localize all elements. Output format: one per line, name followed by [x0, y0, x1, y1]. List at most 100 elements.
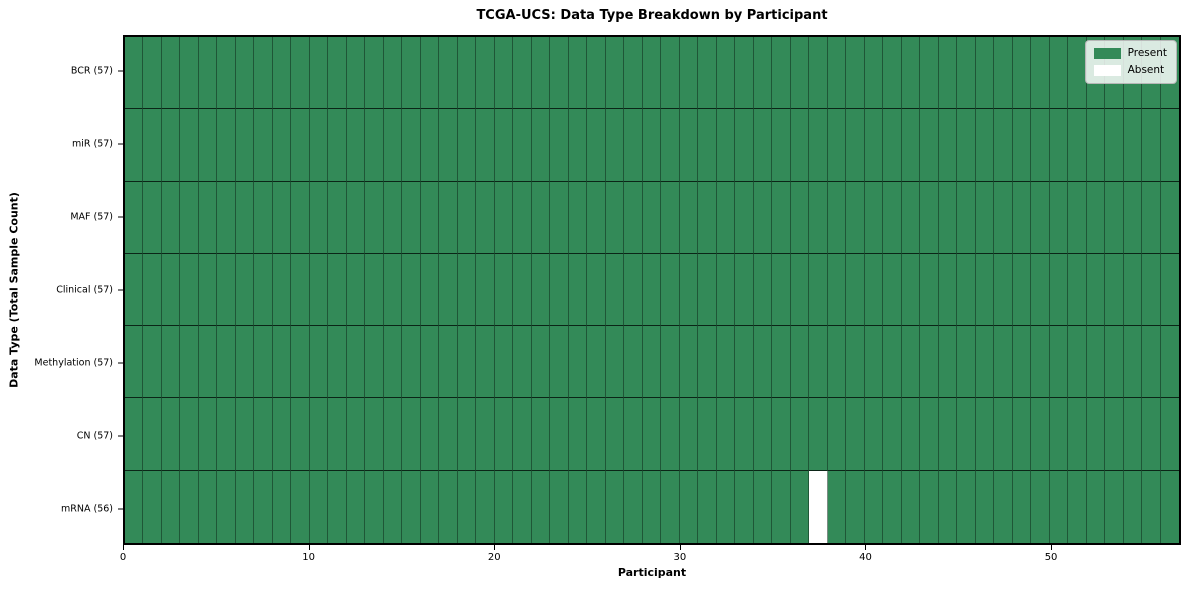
- heatmap-cell: [753, 326, 773, 399]
- heatmap-cell: [180, 37, 199, 110]
- heatmap-cell: [291, 181, 310, 254]
- heatmap-cell: [365, 326, 384, 399]
- heatmap-cell: [457, 181, 477, 254]
- heatmap-cell: [383, 326, 403, 399]
- heatmap-cell: [531, 37, 551, 110]
- heatmap-cell: [994, 326, 1013, 399]
- heatmap-cell: [698, 326, 717, 399]
- heatmap-cell: [642, 398, 662, 471]
- heatmap-cell: [827, 253, 847, 327]
- heatmap-cell: [254, 37, 273, 110]
- heatmap-cell: [217, 326, 236, 399]
- heatmap-cell: [1049, 253, 1069, 327]
- heatmap-cell: [679, 326, 699, 399]
- heatmap-cell: [753, 398, 773, 471]
- heatmap-cell: [1123, 109, 1143, 182]
- heatmap-cell: [957, 326, 976, 399]
- heatmap-cell: [716, 253, 736, 327]
- heatmap-cell: [975, 109, 995, 182]
- heatmap-cell: [1086, 326, 1106, 399]
- heatmap-cell: [513, 109, 532, 182]
- heatmap-cell: [217, 253, 236, 327]
- heatmap-cell: [457, 253, 477, 327]
- heatmap-cell: [846, 181, 865, 254]
- heatmap-cell: [1142, 326, 1161, 399]
- heatmap-cell: [494, 109, 514, 182]
- heatmap-cell: [198, 37, 218, 110]
- heatmap-cell: [180, 181, 199, 254]
- heatmap-cell: [550, 253, 569, 327]
- heatmap-cell: [439, 398, 458, 471]
- heatmap-cell: [661, 37, 680, 110]
- heatmap-cell: [827, 181, 847, 254]
- heatmap-cell: [217, 470, 236, 543]
- heatmap-cell: [864, 37, 884, 110]
- x-tick-mark: [865, 545, 867, 550]
- x-axis-ticks: 0 10 20 30 40 50: [120, 545, 1181, 569]
- heatmap-cell: [975, 181, 995, 254]
- heatmap-cell: [605, 398, 625, 471]
- heatmap-cell: [735, 398, 754, 471]
- heatmap-cell: [642, 470, 662, 543]
- heatmap-cell: [420, 326, 440, 399]
- heatmap-cell: [605, 470, 625, 543]
- heatmap-cell: [790, 253, 810, 327]
- heatmap-cell: [716, 109, 736, 182]
- heatmap-cell: [790, 398, 810, 471]
- heatmap-cell: [975, 37, 995, 110]
- heatmap-cell: [624, 37, 643, 110]
- heatmap-cell: [346, 253, 366, 327]
- heatmap-cell: [901, 37, 921, 110]
- heatmap-cell: [328, 470, 347, 543]
- heatmap-cell: [383, 109, 403, 182]
- heatmap-cell: [254, 181, 273, 254]
- heatmap-cell: [457, 37, 477, 110]
- heatmap-cell: [550, 326, 569, 399]
- heatmap-cell: [328, 398, 347, 471]
- x-tick-mark: [123, 545, 124, 550]
- heatmap-cell: [864, 181, 884, 254]
- heatmap-cell: [235, 253, 255, 327]
- heatmap-cell: [753, 253, 773, 327]
- heatmap-cell: [513, 398, 532, 471]
- heatmap-cell: [494, 470, 514, 543]
- heatmap-cell: [587, 398, 606, 471]
- heatmap-cell: [864, 326, 884, 399]
- heatmap-cell: [309, 109, 329, 182]
- legend-label: Present: [1127, 47, 1167, 59]
- legend-entry: Present: [1093, 47, 1167, 59]
- y-tick-mark: [118, 143, 123, 145]
- heatmap-cell: [1012, 470, 1032, 543]
- heatmap-cell: [402, 109, 421, 182]
- heatmap-cell: [531, 253, 551, 327]
- heatmap-cell: [291, 109, 310, 182]
- heatmap-cell: [790, 37, 810, 110]
- y-tick-mark: [118, 362, 123, 364]
- heatmap-cell: [1068, 470, 1087, 543]
- heatmap-cell: [864, 398, 884, 471]
- heatmap-cell: [328, 37, 347, 110]
- heatmap-cell: [698, 109, 717, 182]
- heatmap-cell: [125, 109, 144, 182]
- heatmap-cell: [476, 253, 495, 327]
- heatmap-cell: [809, 326, 828, 399]
- heatmap-cell: [883, 181, 902, 254]
- heatmap-cell: [994, 109, 1013, 182]
- heatmap-cell: [476, 398, 495, 471]
- heatmap-cell: [790, 109, 810, 182]
- heatmap-cell: [346, 181, 366, 254]
- heatmap-cell: [513, 181, 532, 254]
- heatmap-cell: [568, 398, 588, 471]
- heatmap-cell: [735, 253, 754, 327]
- heatmap-cell: [661, 326, 680, 399]
- y-tick-mark: [118, 70, 123, 72]
- heatmap-cell: [365, 398, 384, 471]
- heatmap-cell: [864, 253, 884, 327]
- heatmap-cell: [1105, 253, 1124, 327]
- heatmap-cell: [1105, 109, 1124, 182]
- heatmap-cell: [346, 398, 366, 471]
- heatmap-cell: [291, 470, 310, 543]
- heatmap-cell: [735, 109, 754, 182]
- heatmap-cell: [938, 109, 958, 182]
